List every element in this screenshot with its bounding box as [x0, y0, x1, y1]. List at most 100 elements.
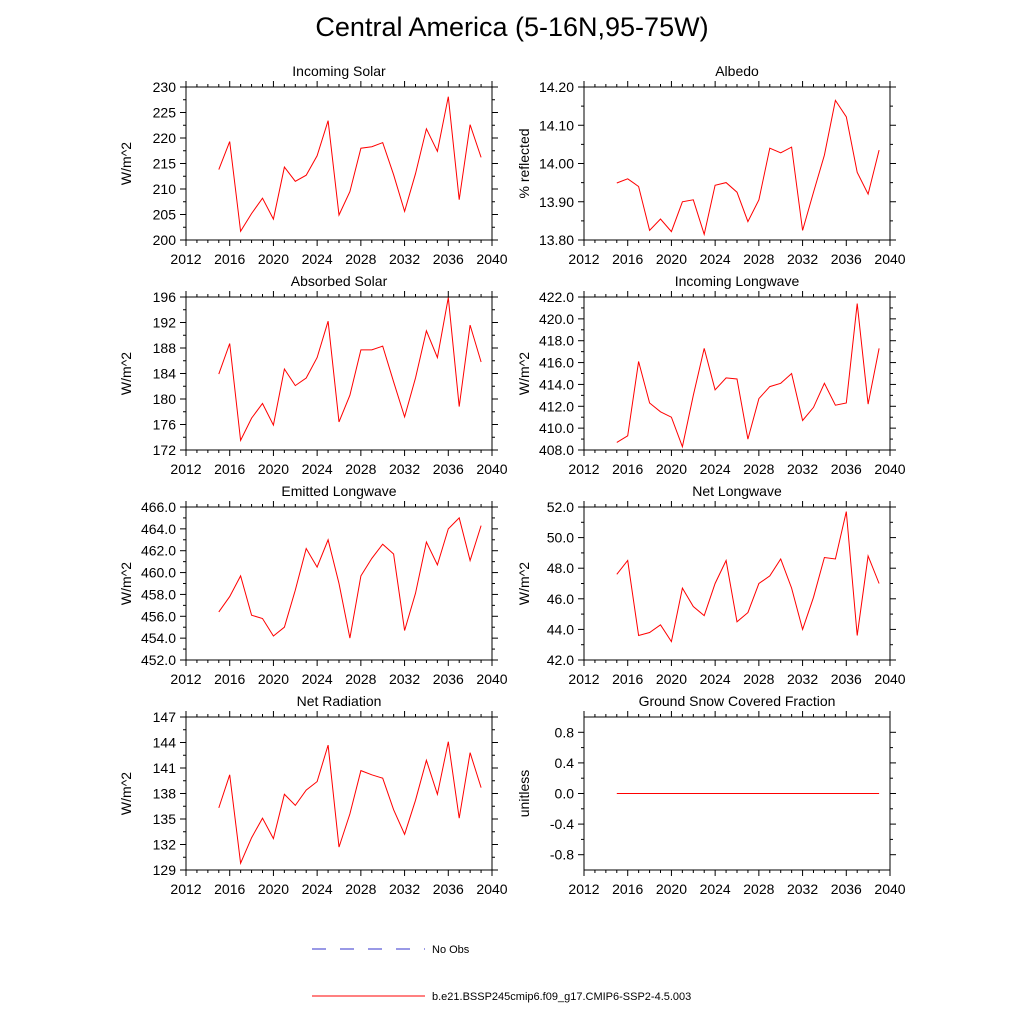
- y-tick-label: 205: [153, 207, 177, 223]
- series-line: [616, 511, 880, 643]
- y-tick-label: 172: [153, 442, 177, 458]
- panel-title: Absorbed Solar: [291, 273, 388, 289]
- y-axis-label: unitless: [516, 770, 532, 817]
- y-tick-label: 412.0: [539, 398, 574, 414]
- x-tick-label: 2012: [170, 671, 201, 687]
- x-tick-label: 2024: [700, 461, 731, 477]
- x-tick-label: 2016: [612, 461, 643, 477]
- x-tick-label: 2032: [787, 881, 818, 897]
- y-tick-label: 44.0: [547, 621, 574, 637]
- series-line: [218, 516, 482, 639]
- x-tick-label: 2016: [612, 881, 643, 897]
- x-tick-label: 2012: [170, 251, 201, 267]
- y-tick-label: 196: [153, 289, 177, 305]
- panel-absorbed-solar: Absorbed Solar W/m^2 2012 2016 2020 2024 2028 2…: [118, 273, 508, 477]
- panel-net-radiation: Net Radiation W/m^2 2012 2016 2020 2024 2028 20…: [118, 693, 508, 897]
- panel-title: Emitted Longwave: [281, 483, 396, 499]
- y-axis-label: W/m^2: [516, 562, 532, 605]
- x-tick-label: 2012: [568, 461, 599, 477]
- y-tick-label: 420.0: [539, 311, 574, 327]
- y-tick-label: 141: [153, 760, 177, 776]
- x-tick-label: 2020: [258, 671, 289, 687]
- y-tick-label: 129: [153, 862, 177, 878]
- x-tick-label: 2024: [302, 251, 333, 267]
- x-tick-label: 2020: [656, 251, 687, 267]
- x-tick-label: 2012: [568, 881, 599, 897]
- y-tick-label: 225: [153, 105, 177, 121]
- plot-frame: [583, 506, 891, 661]
- x-tick-label: 2028: [743, 461, 774, 477]
- x-tick-label: 2012: [170, 881, 201, 897]
- y-tick-label: 410.0: [539, 420, 574, 436]
- y-tick-label: 135: [153, 811, 177, 827]
- x-tick-label: 2032: [389, 251, 420, 267]
- y-tick-label: 210: [153, 181, 177, 197]
- plot-frame: [185, 296, 493, 451]
- x-tick-label: 2036: [831, 881, 862, 897]
- x-tick-label: 2032: [787, 671, 818, 687]
- x-tick-label: 2028: [743, 251, 774, 267]
- y-tick-label: 42.0: [547, 652, 574, 668]
- x-tick-label: 2036: [831, 461, 862, 477]
- x-tick-label: 2032: [389, 671, 420, 687]
- x-tick-label: 2032: [787, 251, 818, 267]
- x-tick-label: 2028: [345, 671, 376, 687]
- x-tick-label: 2024: [302, 461, 333, 477]
- y-tick-label: 456.0: [141, 608, 176, 624]
- x-tick-label: 2028: [345, 251, 376, 267]
- x-tick-label: 2040: [874, 461, 905, 477]
- y-tick-label: 14.20: [539, 79, 574, 95]
- y-tick-label: 422.0: [539, 289, 574, 305]
- y-tick-label: 184: [153, 366, 177, 382]
- y-tick-label: 192: [153, 315, 177, 331]
- x-tick-label: 2040: [874, 881, 905, 897]
- y-tick-label: 144: [153, 735, 177, 751]
- x-tick-label: 2028: [345, 881, 376, 897]
- y-tick-label: 462.0: [141, 543, 176, 559]
- x-tick-label: 2028: [743, 881, 774, 897]
- x-tick-label: 2016: [612, 251, 643, 267]
- y-tick-label: 147: [153, 709, 177, 725]
- y-tick-label: -0.4: [550, 816, 574, 832]
- y-tick-label: 408.0: [539, 442, 574, 458]
- panel-ground-snow-covered-fraction: Ground Snow Covered Fraction unitless 2012…: [516, 693, 906, 897]
- x-tick-label: 2012: [568, 671, 599, 687]
- y-tick-label: 416.0: [539, 355, 574, 371]
- y-tick-label: -0.8: [550, 847, 574, 863]
- x-tick-label: 2016: [612, 671, 643, 687]
- panel-title: Incoming Longwave: [675, 273, 800, 289]
- y-tick-label: 454.0: [141, 630, 176, 646]
- y-tick-label: 0.0: [555, 786, 575, 802]
- y-tick-label: 132: [153, 837, 177, 853]
- y-tick-label: 464.0: [141, 521, 176, 537]
- y-tick-label: 452.0: [141, 652, 176, 668]
- y-tick-label: 414.0: [539, 376, 574, 392]
- x-tick-label: 2016: [214, 461, 245, 477]
- x-tick-label: 2036: [831, 671, 862, 687]
- y-tick-label: 220: [153, 130, 177, 146]
- x-tick-label: 2020: [656, 881, 687, 897]
- x-tick-label: 2016: [214, 251, 245, 267]
- y-tick-label: 458.0: [141, 586, 176, 602]
- x-tick-label: 2024: [302, 671, 333, 687]
- y-tick-label: 138: [153, 786, 177, 802]
- x-tick-label: 2036: [433, 881, 464, 897]
- x-tick-label: 2040: [476, 461, 507, 477]
- x-tick-label: 2036: [433, 671, 464, 687]
- y-tick-label: 50.0: [547, 530, 574, 546]
- series-line: [616, 99, 880, 237]
- x-tick-label: 2032: [389, 881, 420, 897]
- y-tick-label: 215: [153, 156, 177, 172]
- panel-title: Net Longwave: [692, 483, 782, 499]
- panel-title: Net Radiation: [297, 693, 382, 709]
- x-tick-label: 2020: [258, 251, 289, 267]
- x-tick-label: 2012: [568, 251, 599, 267]
- x-tick-label: 2040: [476, 881, 507, 897]
- series-line: [218, 297, 482, 443]
- y-tick-label: 48.0: [547, 560, 574, 576]
- x-tick-label: 2020: [258, 461, 289, 477]
- y-tick-label: 0.4: [555, 755, 575, 771]
- y-tick-label: 418.0: [539, 333, 574, 349]
- x-tick-label: 2024: [302, 881, 333, 897]
- x-tick-label: 2036: [433, 251, 464, 267]
